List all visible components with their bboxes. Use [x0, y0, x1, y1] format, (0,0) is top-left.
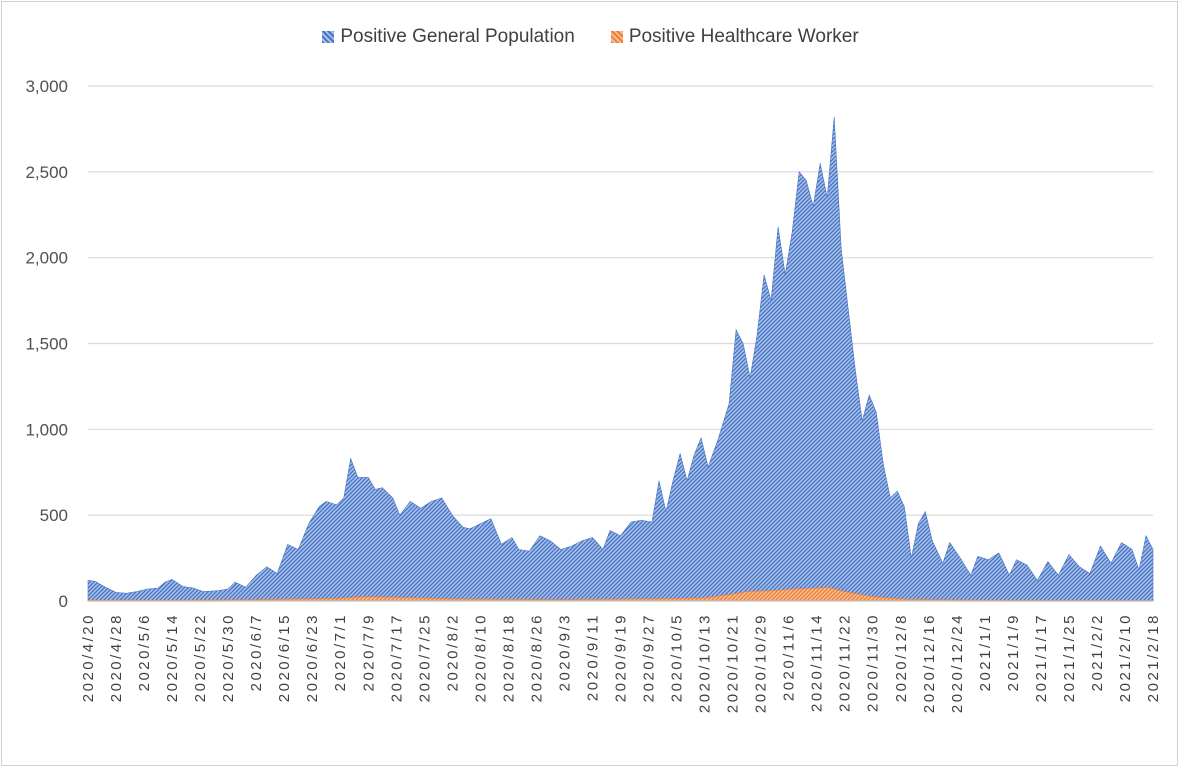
legend-swatch-healthcare-worker: [610, 31, 623, 43]
x-tick-label: 2020/10/5: [669, 613, 686, 702]
y-tick-label: 0: [59, 592, 68, 611]
x-tick-label: 2020/7/1: [332, 613, 349, 691]
x-tick-label: 2020/11/14: [809, 613, 826, 712]
area-healthcare-worker: [87, 586, 1154, 602]
x-tick-label: 2020/12/16: [921, 613, 938, 713]
y-tick-label: 2,500: [25, 163, 68, 182]
x-tick-label: 2021/2/2: [1089, 613, 1106, 691]
x-tick-label: 2020/10/21: [725, 613, 742, 713]
legend-item-general-population: Positive General Population: [322, 26, 575, 48]
x-tick-label: 2020/8/2: [444, 613, 461, 691]
area-general-population: [87, 116, 1154, 602]
y-axis: 0 500 1,000 1,500 2,000 2,500 3,000: [25, 77, 68, 611]
x-tick-label: 2020/5/22: [192, 613, 209, 702]
x-tick-label: 2020/10/29: [753, 613, 770, 713]
x-tick-label: 2020/8/26: [528, 613, 545, 702]
x-tick-label: 2020/5/30: [220, 613, 237, 702]
y-tick-label: 3,000: [25, 77, 68, 96]
x-tick-label: 2020/12/8: [893, 613, 910, 702]
x-tick-label: 2020/6/23: [304, 613, 321, 702]
x-tick-label: 2021/1/1: [977, 613, 994, 691]
x-tick-label: 2020/6/15: [276, 613, 293, 702]
legend-label-healthcare-worker: Positive Healthcare Worker: [628, 26, 859, 47]
x-tick-label: 2020/12/24: [949, 613, 966, 713]
x-tick-label: 2021/1/17: [1033, 613, 1050, 702]
x-tick-label: 2020/5/14: [164, 613, 181, 702]
x-tick-label: 2020/9/27: [641, 613, 658, 702]
x-tick-label: 2020/7/25: [416, 613, 433, 702]
x-tick-label: 2020/5/6: [136, 613, 153, 691]
legend-label-general-population: Positive General Population: [340, 26, 575, 47]
x-tick-label: 2020/4/20: [80, 613, 97, 702]
x-tick-label: 2020/9/11: [585, 613, 602, 701]
y-tick-label: 1,500: [25, 335, 68, 354]
x-tick-label: 2020/11/22: [837, 613, 854, 712]
x-tick-label: 2020/7/17: [388, 613, 405, 702]
x-axis: 2020/4/20 2020/4/28 2020/5/6 2020/5/14 2020/…: [80, 600, 1162, 713]
x-tick-label: 2020/8/10: [472, 613, 489, 702]
y-tick-label: 2,000: [25, 249, 68, 268]
x-tick-label: 2021/1/9: [1005, 613, 1022, 691]
x-tick-label: 2020/6/7: [248, 613, 265, 691]
x-tick-label: 2020/10/13: [697, 613, 714, 713]
plot-areas: [87, 116, 1154, 602]
x-tick-label: 2021/2/18: [1145, 613, 1162, 702]
y-tick-label: 500: [40, 506, 68, 525]
y-tick-label: 1,000: [25, 420, 68, 439]
x-tick-label: 2020/7/9: [360, 613, 377, 691]
chart-legend: Positive General Population Positive Hea…: [0, 26, 1181, 48]
x-tick-label: 2020/9/3: [556, 613, 573, 691]
gridlines: [88, 85, 1153, 602]
x-tick-label: 2020/8/18: [500, 613, 517, 702]
x-tick-label: 2020/11/30: [865, 613, 882, 712]
x-tick-label: 2020/9/19: [613, 613, 630, 702]
x-tick-label: 2020/11/6: [781, 613, 798, 701]
x-tick-label: 2021/2/10: [1117, 613, 1134, 702]
legend-item-healthcare-worker: Positive Healthcare Worker: [610, 26, 859, 48]
x-tick-label: 2021/1/25: [1061, 613, 1078, 702]
legend-swatch-general-population: [322, 31, 335, 43]
x-tick-label: 2020/4/28: [108, 613, 125, 702]
